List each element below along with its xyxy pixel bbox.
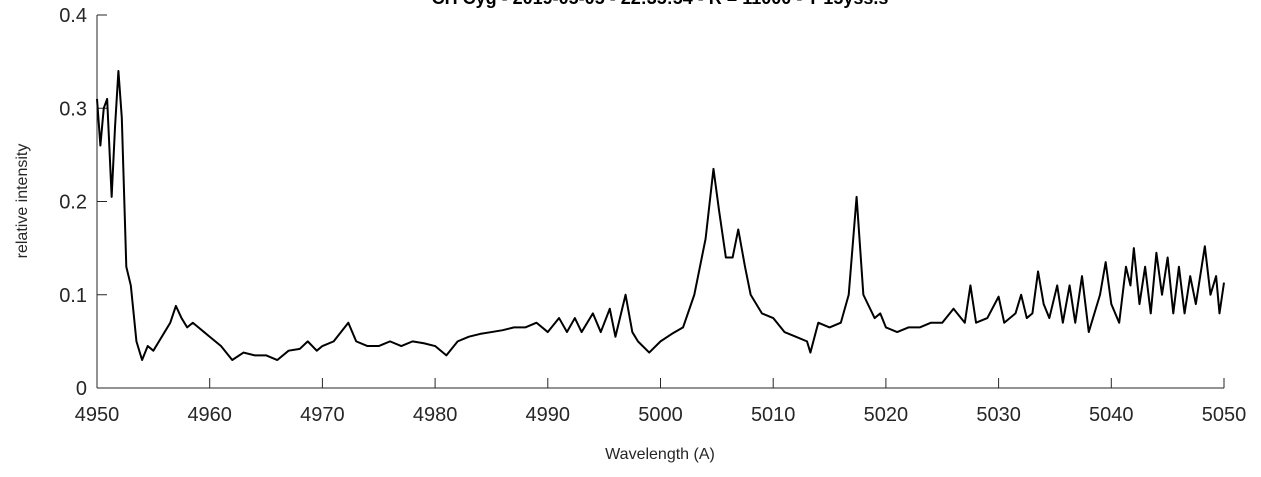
chart-title: CH Cyg - 2019-05-05 - 22:35:54 - R = 110… bbox=[432, 0, 889, 8]
y-tick-label: 0 bbox=[76, 378, 87, 400]
x-tick-label: 4970 bbox=[300, 404, 345, 426]
spectrum-line bbox=[96, 69, 1225, 362]
y-tick-label: 0.1 bbox=[59, 285, 87, 307]
x-tick-label: 5040 bbox=[1089, 404, 1134, 426]
x-tick-label: 5010 bbox=[751, 404, 796, 426]
y-tick-label: 0.3 bbox=[59, 98, 87, 120]
x-tick-label: 4950 bbox=[75, 404, 120, 426]
x-tick-label: 5030 bbox=[976, 404, 1021, 426]
x-tick-label: 4990 bbox=[526, 404, 571, 426]
y-tick-label: 0.4 bbox=[59, 5, 87, 27]
y-tick-label: 0.2 bbox=[59, 192, 87, 214]
y-axis-label: relative intensity bbox=[14, 144, 31, 259]
x-tick-label: 5020 bbox=[864, 404, 909, 426]
x-axis-label: Wavelength (A) bbox=[605, 446, 715, 463]
x-tick-label: 5050 bbox=[1202, 404, 1247, 426]
x-tick-label: 4980 bbox=[413, 404, 458, 426]
x-tick-label: 5000 bbox=[638, 404, 683, 426]
x-tick-label: 4960 bbox=[187, 404, 232, 426]
